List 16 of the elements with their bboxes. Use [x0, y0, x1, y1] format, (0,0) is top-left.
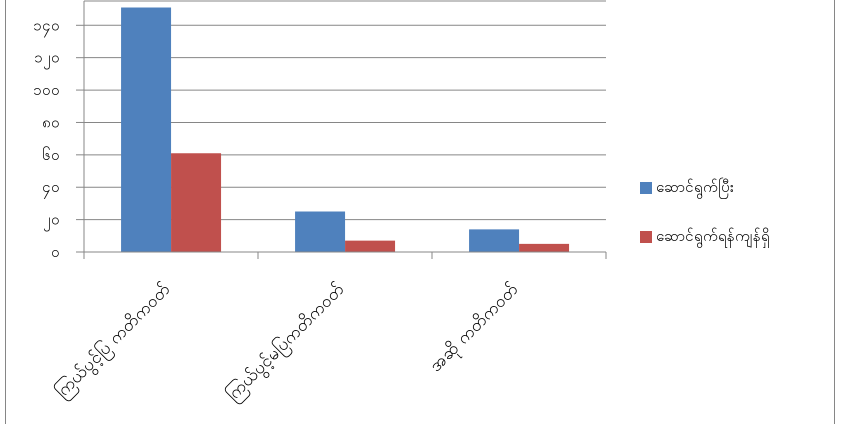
bar: [121, 7, 172, 252]
legend-label: ဆောင်ရွက်ရန်ကျန်ရှိ: [656, 226, 770, 248]
bar: [519, 244, 570, 252]
y-tick-label: ၁၂၀: [34, 48, 60, 70]
bar: [295, 212, 346, 252]
y-tick-label: ၁၄၀: [33, 16, 60, 38]
y-tick-label: ၈၀: [42, 113, 60, 132]
y-tick-label: ၀: [51, 243, 60, 261]
bar: [171, 153, 222, 252]
y-tick-label: ၆၀: [42, 146, 60, 164]
y-tick-label: ၁၀၀: [33, 81, 60, 100]
y-tick-label: ၂၀: [43, 210, 60, 232]
y-tick-label: ၄၀: [42, 178, 60, 200]
bar: [469, 229, 520, 252]
legend-label: ဆောင်ရွက်ပြီး: [656, 176, 734, 198]
bar: [345, 240, 396, 252]
